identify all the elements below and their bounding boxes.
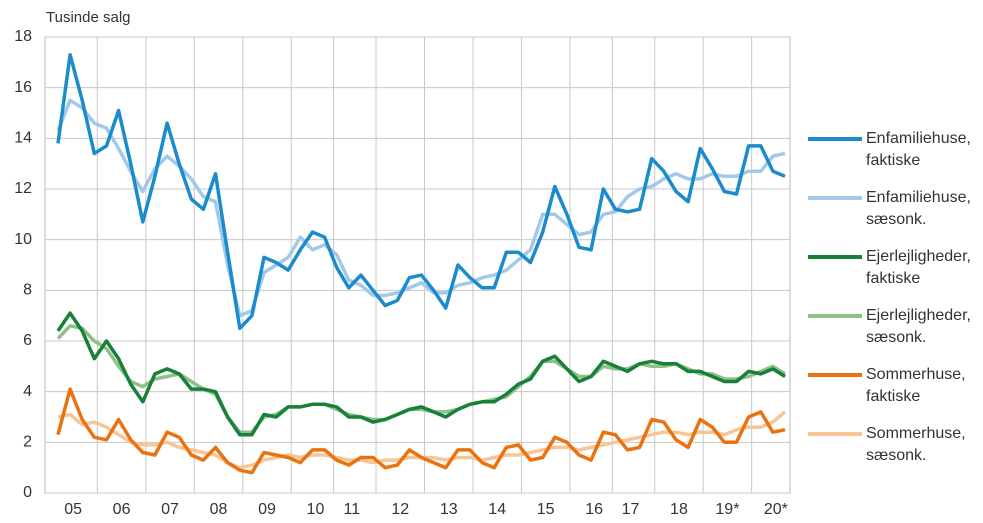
series-line [56, 311, 786, 437]
y-tick-label: 8 [23, 282, 32, 299]
legend-item: Ejerlejligheder, sæsonk. [808, 305, 978, 349]
legend-item: Enfamiliehuse, sæsonk. [808, 187, 978, 231]
y-tick-label: 6 [23, 332, 32, 349]
x-tick-label: 13 [440, 501, 458, 518]
x-tick-label: 09 [258, 501, 276, 518]
legend-label: Enfamiliehuse, sæsonk. [866, 189, 971, 228]
y-tick-label: 14 [14, 130, 32, 147]
series-line [56, 387, 786, 475]
x-tick-label: 20* [764, 501, 788, 518]
legend-label: Enfamiliehuse, faktiske [866, 130, 971, 169]
y-tick-label: 16 [14, 79, 32, 96]
y-tick-label: 2 [23, 434, 32, 451]
y-tick-label: 4 [23, 383, 32, 400]
y-tick-label: 18 [14, 28, 32, 45]
legend-swatch [808, 373, 862, 377]
x-tick-label: 17 [622, 501, 640, 518]
x-tick-label: 18 [670, 501, 688, 518]
x-tick-label: 10 [307, 501, 325, 518]
legend-item: Sommerhuse, faktiske [808, 364, 978, 408]
legend-item: Sommerhuse, sæsonk. [808, 423, 978, 467]
y-tick-label: 12 [14, 180, 32, 197]
series-line [56, 98, 786, 318]
legend-swatch [808, 137, 862, 141]
legend-label: Sommerhuse, faktiske [866, 366, 966, 405]
x-tick-label: 05 [64, 501, 82, 518]
y-axis-label: Tusinde salg [46, 9, 131, 26]
legend-label: Sommerhuse, sæsonk. [866, 425, 966, 464]
x-tick-label: 07 [161, 501, 179, 518]
chart: Tusinde salg 0 2 4 6 8 10 12 14 16 18 05 06 07 08 09 10… [14, 9, 791, 518]
legend-item: Ejerlejligheder, faktiske [808, 246, 978, 290]
series-line [56, 52, 786, 331]
x-tick-label: 08 [210, 501, 228, 518]
x-tick-label: 19* [715, 501, 739, 518]
series-line [56, 324, 786, 434]
x-tick-label: 14 [488, 501, 506, 518]
legend-label: Ejerlejligheder, sæsonk. [866, 307, 971, 346]
x-tick-label: 15 [537, 501, 555, 518]
legend-label: Ejerlejligheder, faktiske [866, 248, 971, 287]
x-tick-label: 06 [113, 501, 131, 518]
legend-swatch [808, 432, 862, 436]
x-tick-label: 12 [391, 501, 409, 518]
legend-swatch [808, 314, 862, 318]
x-tick-label: 11 [343, 501, 360, 518]
x-tick-label: 16 [585, 501, 603, 518]
legend-swatch [808, 196, 862, 200]
plot-border [44, 36, 791, 494]
y-tick-label: 0 [23, 484, 32, 501]
legend-swatch [808, 255, 862, 259]
y-tick-label: 10 [14, 231, 32, 248]
legend-item: Enfamiliehuse, faktiske [808, 128, 978, 172]
